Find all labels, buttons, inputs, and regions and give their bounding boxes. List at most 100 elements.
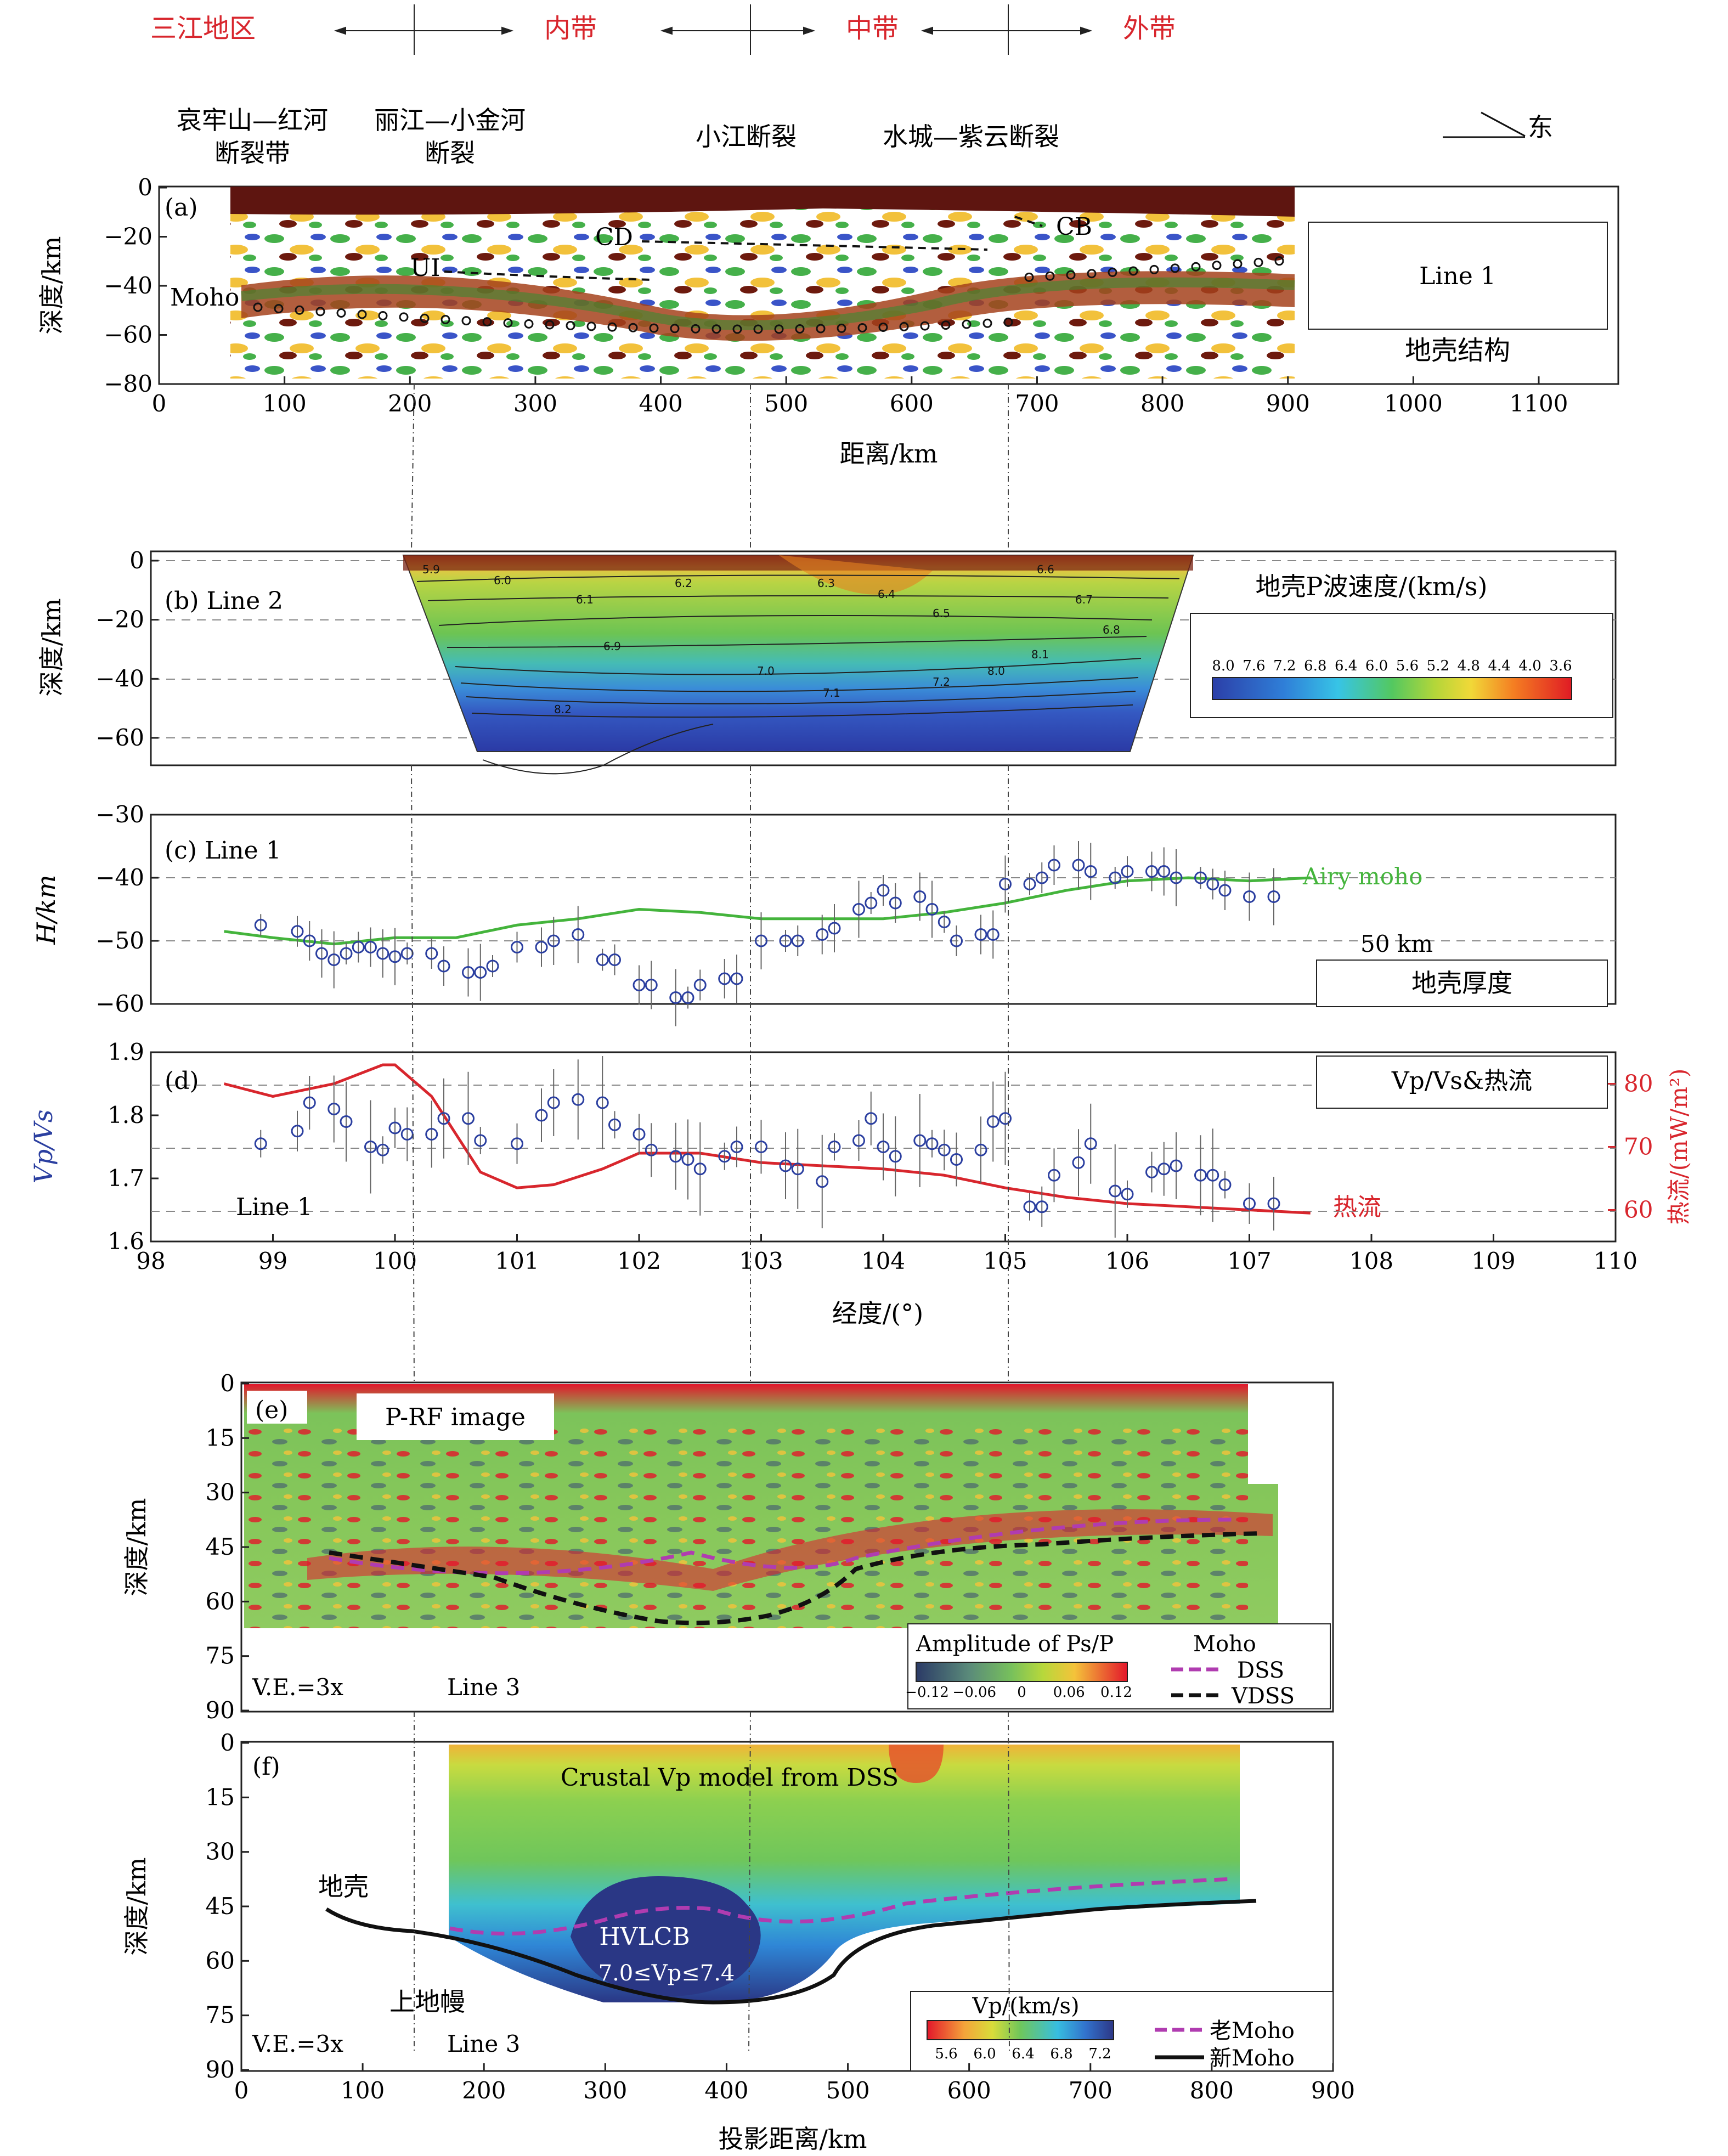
panel-d-point [669, 1150, 682, 1163]
moho-circle [1274, 256, 1284, 266]
panel-f: Crustal Vp model from DSS (f) 地壳 上地幔 HVL… [122, 1729, 1355, 2154]
panel-d-point [1035, 1200, 1048, 1214]
moho-circle [315, 307, 325, 317]
panel-d-xtick-label: 103 [739, 1248, 783, 1274]
panel-d-xticks: 98 99 100 101 102 103 104 105 106 107 108 109 110 [136, 1234, 1637, 1274]
zone-inner: 内带 [544, 13, 597, 44]
panel-c-point [865, 896, 878, 910]
panel-e: P-RF image (e) V.E.=3x Line 3 Amplitude … [122, 1370, 1334, 1724]
panel-f-vp-title: Vp/(km/s) [972, 1994, 1079, 2019]
panel-d-xtick-label: 105 [983, 1248, 1027, 1274]
panel-e-amp-tick: −0.06 [952, 1684, 996, 1701]
panel-c-point [681, 991, 694, 1004]
panel-c-box [1316, 960, 1608, 1007]
panel-f-ytick-label: 45 [206, 1893, 235, 1920]
panel-b-legend-tick: 6.4 [1335, 658, 1357, 674]
panel-e-label: (e) [255, 1396, 288, 1424]
panel-d-ytick-label: 1.6 [108, 1228, 144, 1255]
moho-circle [378, 311, 388, 321]
panel-c-point [425, 947, 438, 960]
panel-e-ylabel: 深度/km [122, 1498, 151, 1596]
panel-b-contour-value: 6.0 [494, 574, 511, 587]
panel-b-ytick-label: −20 [95, 606, 144, 633]
panel-d-point [1072, 1156, 1085, 1169]
moho-circle [1149, 264, 1159, 274]
panel-b-label: (b) Line 2 [165, 587, 283, 615]
moho-circle [482, 317, 492, 327]
panel-e-line: Line 3 [447, 1674, 520, 1701]
panel-a-xtick-label: 300 [513, 390, 557, 417]
panel-c-point [608, 953, 621, 966]
panel-d-point [730, 1141, 743, 1153]
moho-circle [420, 313, 430, 323]
fault-lijiang-2: 断裂 [425, 138, 475, 168]
panel-d-point [1145, 1166, 1158, 1178]
panel-c-point [816, 928, 829, 941]
panel-d-point [938, 1143, 951, 1156]
panel-a-moho-points [253, 256, 1284, 334]
panel-c-point [633, 979, 646, 991]
moho-circle [837, 323, 846, 333]
panel-f-xtick-label: 100 [341, 2077, 385, 2104]
panel-c-point [376, 947, 389, 960]
panel-d-point [1084, 1137, 1097, 1150]
panel-c-point [1194, 871, 1207, 884]
panel-d-box [1316, 1056, 1608, 1109]
panel-b-contours [416, 574, 1180, 775]
panel-b-legend-tick: 8.0 [1212, 658, 1234, 674]
moho-circle [857, 323, 867, 333]
panel-f-hvlcb-label: HVLCB [599, 1923, 690, 1951]
panel-a-ytick-label: −20 [104, 223, 153, 250]
panel-d-point [474, 1134, 487, 1147]
panel-d-point [596, 1096, 609, 1109]
panel-b-ytick-label: −60 [95, 724, 144, 751]
moho-circle [1024, 272, 1034, 282]
panel-c-point [1048, 859, 1060, 872]
panel-e-vdss-moho [329, 1531, 1262, 1626]
panel-c-point [1218, 884, 1232, 897]
moho-circle [524, 319, 534, 329]
moho-circle [1170, 263, 1180, 273]
panel-f-line: Line 3 [447, 2030, 520, 2057]
panel-c-point [828, 922, 841, 935]
panel-f-xtick-label: 400 [704, 2077, 748, 2104]
fault-shuicheng: 水城—紫云断裂 [883, 122, 1059, 151]
panel-d-point [1218, 1178, 1232, 1191]
panel-e-amp-title: Amplitude of Ps/P [916, 1632, 1114, 1657]
panel-d-heat-label: 热流 [1333, 1193, 1381, 1221]
panel-b-legend [1190, 613, 1613, 718]
panel-c-point [1170, 871, 1183, 884]
panel-e-title: P-RF image [385, 1403, 526, 1431]
panel-c-point [999, 878, 1012, 890]
panel-c-point [437, 960, 450, 973]
panel-b-contour-value: 6.8 [1103, 623, 1120, 636]
panel-a-line-box [1308, 222, 1608, 330]
panel-c-point [486, 960, 499, 973]
panel-c-point [340, 947, 353, 960]
panel-f-old-moho [449, 1877, 1235, 1936]
panel-d-point [693, 1162, 707, 1176]
panel-b-legend-tick: 7.6 [1243, 658, 1265, 674]
panel-c-point [462, 966, 475, 979]
panel-d-point [828, 1141, 841, 1153]
panel-f-ytick-label: 60 [206, 1947, 235, 1974]
panel-d-xtick-label: 102 [617, 1248, 661, 1274]
panel-d-point [511, 1137, 523, 1150]
panel-d-point [340, 1115, 353, 1128]
panel-c-point [1035, 871, 1048, 884]
moho-circle [1253, 257, 1263, 267]
moho-circle [649, 323, 659, 333]
panel-e-ytick-label: 0 [220, 1370, 235, 1397]
panel-a-yticks: 0 −20 −40 −60 −80 [104, 174, 167, 397]
moho-circle [920, 321, 930, 331]
panel-c: (c) Line 1 Airy moho 50 km 地壳厚度 H/km −30… [31, 801, 1617, 1026]
panel-c-point [755, 934, 767, 947]
east-label: 东 [1528, 112, 1553, 142]
panel-d-point [779, 1159, 792, 1172]
panel-f-yticks: 0 15 30 45 60 75 90 [206, 1729, 249, 2083]
panel-b-contour-value: 7.2 [933, 675, 950, 688]
panel-a-xlabel: 距离/km [840, 439, 938, 469]
panel-f-xtick-label: 300 [583, 2077, 627, 2104]
panel-b-contour-value: 7.0 [757, 664, 775, 678]
panel-f-vp-tick: 7.2 [1088, 2046, 1111, 2062]
